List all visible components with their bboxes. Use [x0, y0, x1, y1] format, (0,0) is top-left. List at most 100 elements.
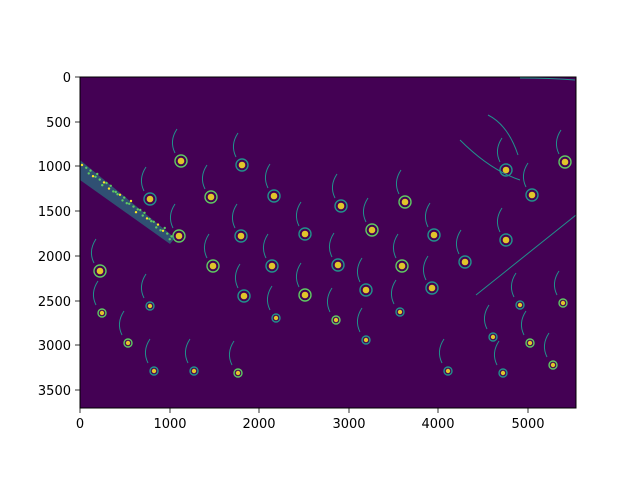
feature-core: [273, 315, 279, 321]
feature-ring: [204, 190, 218, 204]
feature-ring: [361, 335, 371, 345]
y-tick-label: 500: [46, 116, 71, 131]
band-speckle: [112, 190, 115, 193]
feature-streak: [232, 132, 239, 158]
band-speckle: [114, 190, 117, 194]
band-speckle: [134, 211, 138, 214]
feature-streak: [295, 262, 302, 288]
feature-core: [177, 157, 185, 165]
band-speckle: [150, 220, 153, 223]
feature-core: [500, 370, 506, 376]
band-speckle: [170, 235, 173, 238]
feature-streak: [496, 207, 503, 233]
x-tick-label: 3000: [332, 417, 365, 432]
edge-arc: [487, 114, 519, 156]
feature-streak: [392, 233, 399, 259]
feature-streak: [184, 338, 191, 364]
feature-ring: [558, 298, 568, 308]
feature-core: [461, 258, 469, 266]
feature-streak: [455, 229, 462, 255]
x-axis: 0 1000 2000 3000 4000 5000: [76, 408, 545, 432]
band-speckle: [102, 181, 106, 184]
band-speckle: [148, 217, 151, 221]
feature-ring: [123, 338, 133, 348]
y-tick-label: 3500: [38, 384, 71, 399]
feature-core: [270, 192, 278, 200]
feature-streak: [266, 285, 273, 311]
band-speckle: [96, 172, 99, 176]
feature-streak: [496, 137, 503, 163]
feature-core: [517, 302, 523, 308]
feature-core: [146, 195, 154, 203]
feature-core: [445, 368, 451, 374]
feature-streak: [395, 169, 402, 195]
feature-ring: [235, 158, 249, 172]
feature-ring: [498, 368, 508, 378]
feature-ring: [458, 255, 472, 269]
band-speckle: [91, 175, 95, 178]
feature-core: [238, 161, 246, 169]
band-speckle: [121, 199, 124, 202]
plot-area: [80, 77, 576, 408]
feature-streak: [231, 203, 238, 229]
feature-ring: [265, 259, 279, 273]
band-speckle: [109, 184, 112, 187]
feature-core: [175, 232, 183, 240]
feature-streak: [201, 164, 208, 190]
y-tick-label: 3000: [38, 339, 71, 354]
feature-core: [96, 267, 104, 275]
feature-streak: [424, 202, 431, 228]
feature-core: [398, 262, 406, 270]
feature-ring: [206, 259, 220, 273]
band-speckle: [159, 229, 162, 232]
feature-streak: [169, 203, 176, 229]
feature-ring: [93, 264, 107, 278]
feature-core: [560, 300, 566, 306]
feature-core: [527, 340, 533, 346]
feature-streak: [510, 272, 517, 298]
y-tick-label: 0: [63, 71, 71, 86]
band-speckle: [166, 232, 169, 235]
feature-ring: [298, 288, 312, 302]
feature-ring: [395, 259, 409, 273]
feature-streak: [422, 255, 429, 281]
y-tick-label: 1500: [38, 205, 71, 220]
axes-frame: [79, 76, 577, 409]
feature-ring: [331, 315, 341, 325]
feature-core: [301, 230, 309, 238]
feature-core: [125, 340, 131, 346]
feature-streak: [171, 128, 178, 154]
feature-core: [237, 232, 245, 240]
feature-ring: [525, 188, 539, 202]
x-tick-label: 4000: [421, 417, 454, 432]
feature-streak: [92, 280, 99, 306]
feature-ring: [334, 199, 348, 213]
feature-streak: [438, 338, 445, 364]
band-speckle: [163, 226, 166, 230]
feature-streak: [543, 332, 550, 358]
feature-core: [333, 317, 339, 323]
feature-ring: [271, 313, 281, 323]
feature-streak: [264, 163, 271, 189]
feature-core: [99, 310, 105, 316]
band-speckle: [116, 193, 119, 196]
feature-core: [502, 236, 510, 244]
feature-ring: [189, 366, 199, 376]
feature-ring: [398, 195, 412, 209]
band-speckle: [107, 187, 111, 190]
y-tick-label: 2000: [38, 250, 71, 265]
band-speckle: [161, 229, 165, 232]
feature-streak: [555, 129, 562, 155]
feature-core: [151, 368, 157, 374]
feature-core: [191, 368, 197, 374]
feature-core: [337, 202, 345, 210]
feature-ring: [233, 368, 243, 378]
band-speckle: [118, 193, 122, 196]
edge-arc: [519, 77, 576, 81]
feature-streak: [118, 310, 125, 336]
band-speckle: [132, 205, 135, 208]
band-speckle: [141, 214, 144, 217]
feature-ring: [499, 233, 513, 247]
feature-core: [362, 286, 370, 294]
